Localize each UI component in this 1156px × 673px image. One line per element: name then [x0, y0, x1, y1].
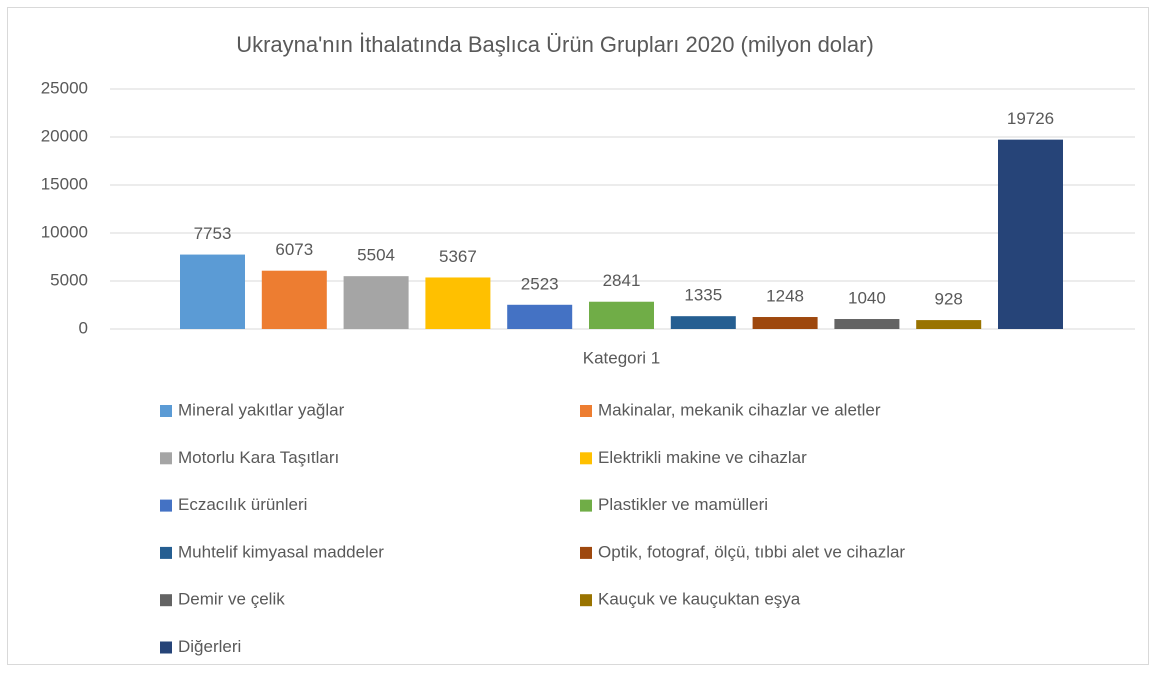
- bar: [425, 277, 491, 329]
- y-tick-label: 10000: [41, 222, 88, 241]
- bar: [261, 270, 327, 329]
- y-tick-label: 20000: [41, 126, 88, 145]
- data-label: 7753: [194, 224, 232, 243]
- bar: [916, 320, 982, 329]
- data-label: 2841: [603, 271, 641, 290]
- data-label: 1040: [848, 289, 886, 308]
- legend-swatch: [160, 452, 172, 465]
- bar: [589, 301, 654, 329]
- legend-swatch: [160, 594, 172, 607]
- legend-label: Optik, fotograf, ölçü, tıbbi alet ve cih…: [598, 542, 905, 561]
- legend-swatch: [160, 641, 172, 654]
- legend-label: Motorlu Kara Taşıtları: [178, 448, 339, 467]
- data-label: 6073: [275, 240, 313, 259]
- bar: [752, 317, 818, 329]
- legend-swatch: [580, 594, 592, 607]
- legend-label: Mineral yakıtlar yağlar: [178, 400, 345, 419]
- bar: [180, 254, 245, 329]
- bar: [834, 319, 900, 329]
- legend-label: Plastikler ve mamülleri: [598, 495, 768, 514]
- data-label: 2523: [521, 274, 559, 293]
- legend-swatch: [160, 546, 172, 559]
- bar: [998, 139, 1063, 329]
- data-label: 1248: [766, 287, 804, 306]
- y-tick-label: 15000: [41, 174, 88, 193]
- bar: [507, 304, 573, 329]
- y-tick-label: 0: [79, 318, 88, 337]
- bar: [670, 316, 736, 329]
- legend-swatch: [160, 405, 172, 417]
- data-label: 5367: [439, 247, 477, 266]
- legend-label: Makinalar, mekanik cihazlar ve aletler: [598, 400, 881, 419]
- chart-border: [7, 7, 1149, 665]
- y-tick-label: 5000: [50, 270, 88, 289]
- x-tick-label: Kategori 1: [583, 348, 661, 367]
- data-label: 1335: [684, 286, 722, 305]
- legend-label: Elektrikli makine ve cihazlar: [598, 448, 807, 467]
- legend-swatch: [580, 499, 592, 512]
- data-label: 928: [935, 290, 963, 309]
- data-label: 19726: [1007, 109, 1054, 128]
- legend-label: Diğerleri: [178, 637, 241, 656]
- legend-label: Demir ve çelik: [178, 590, 285, 609]
- legend-swatch: [580, 405, 592, 417]
- legend-swatch: [160, 499, 172, 512]
- bar: [343, 276, 409, 329]
- data-label: 5504: [357, 246, 395, 265]
- chart-title: Ukrayna'nın İthalatında Başlıca Ürün Gru…: [236, 32, 874, 57]
- legend-label: Muhtelif kimyasal maddeler: [178, 542, 384, 561]
- legend-swatch: [580, 546, 592, 559]
- legend-label: Eczacılık ürünleri: [178, 495, 307, 514]
- legend-swatch: [580, 452, 592, 465]
- y-tick-label: 25000: [41, 78, 88, 97]
- legend-label: Kauçuk ve kauçuktan eşya: [598, 590, 801, 609]
